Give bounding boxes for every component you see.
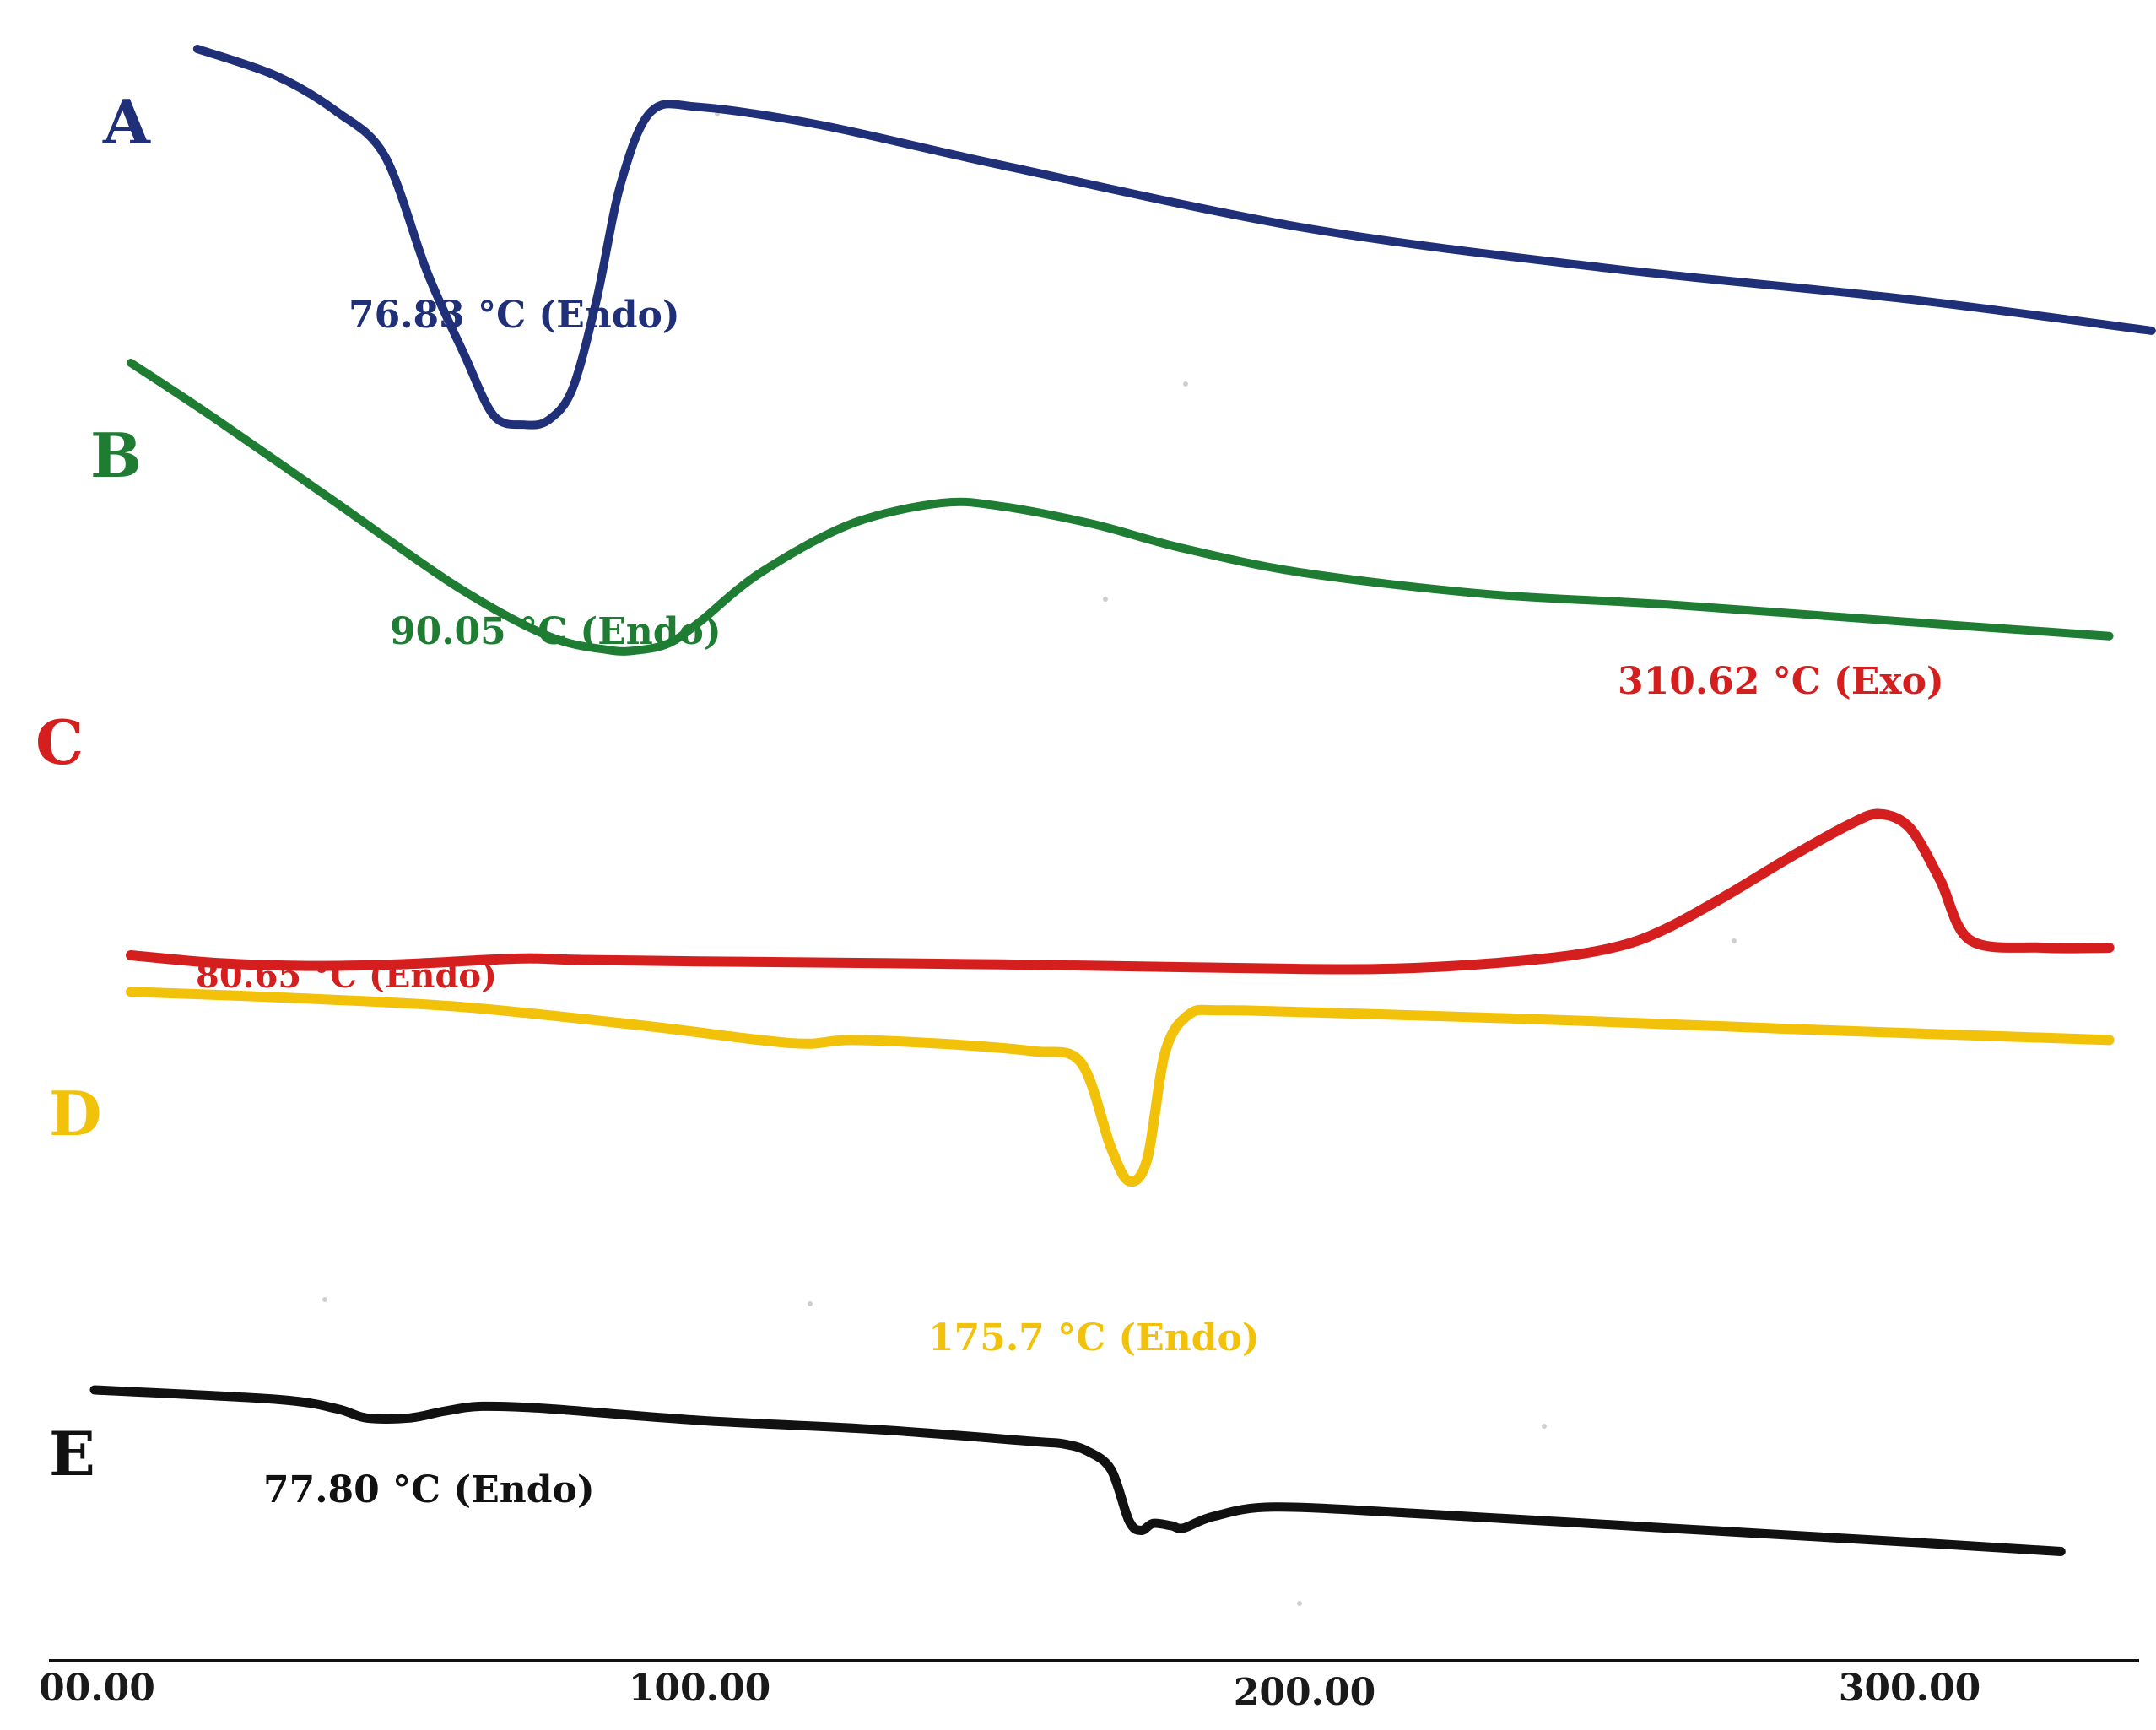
curve-b (127, 359, 2114, 656)
peak-label-c-endo: 80.65 °C (Endo) (196, 956, 497, 996)
panel-letter-b: B (90, 419, 142, 491)
curve-e (89, 1385, 2066, 1556)
curves-group (89, 45, 2156, 1556)
x-tick-label-300: 300.00 (1839, 1667, 1980, 1710)
x-tick-label-200: 200.00 (1234, 1671, 1375, 1714)
panel-letter-d: D (49, 1078, 101, 1149)
curve-c (126, 808, 2115, 975)
peak-label-b: 90.05 °C (Endo) (390, 610, 721, 653)
peak-label-d: 175.7 °C (Endo) (928, 1316, 1260, 1360)
peak-label-e: 77.80 °C (Endo) (263, 1468, 595, 1511)
scan-specks (322, 111, 1737, 1606)
curve-a (192, 45, 2156, 430)
x-axis: 00.00 100.00 200.00 300.00 (39, 1659, 2139, 1714)
x-ticks-group: 00.00 100.00 200.00 300.00 (39, 1667, 1980, 1714)
curve-d (126, 987, 2115, 1187)
panel-letter-c: C (35, 706, 84, 778)
x-tick-label-100: 100.00 (629, 1667, 770, 1710)
peak-label-a: 76.83 °C (Endo) (349, 294, 680, 337)
peak-label-c-exo: 310.62 °C (Exo) (1618, 660, 1944, 703)
x-tick-label-0: 00.00 (39, 1667, 155, 1710)
panel-letter-a: A (102, 86, 151, 158)
panel-letter-e: E (49, 1418, 95, 1489)
